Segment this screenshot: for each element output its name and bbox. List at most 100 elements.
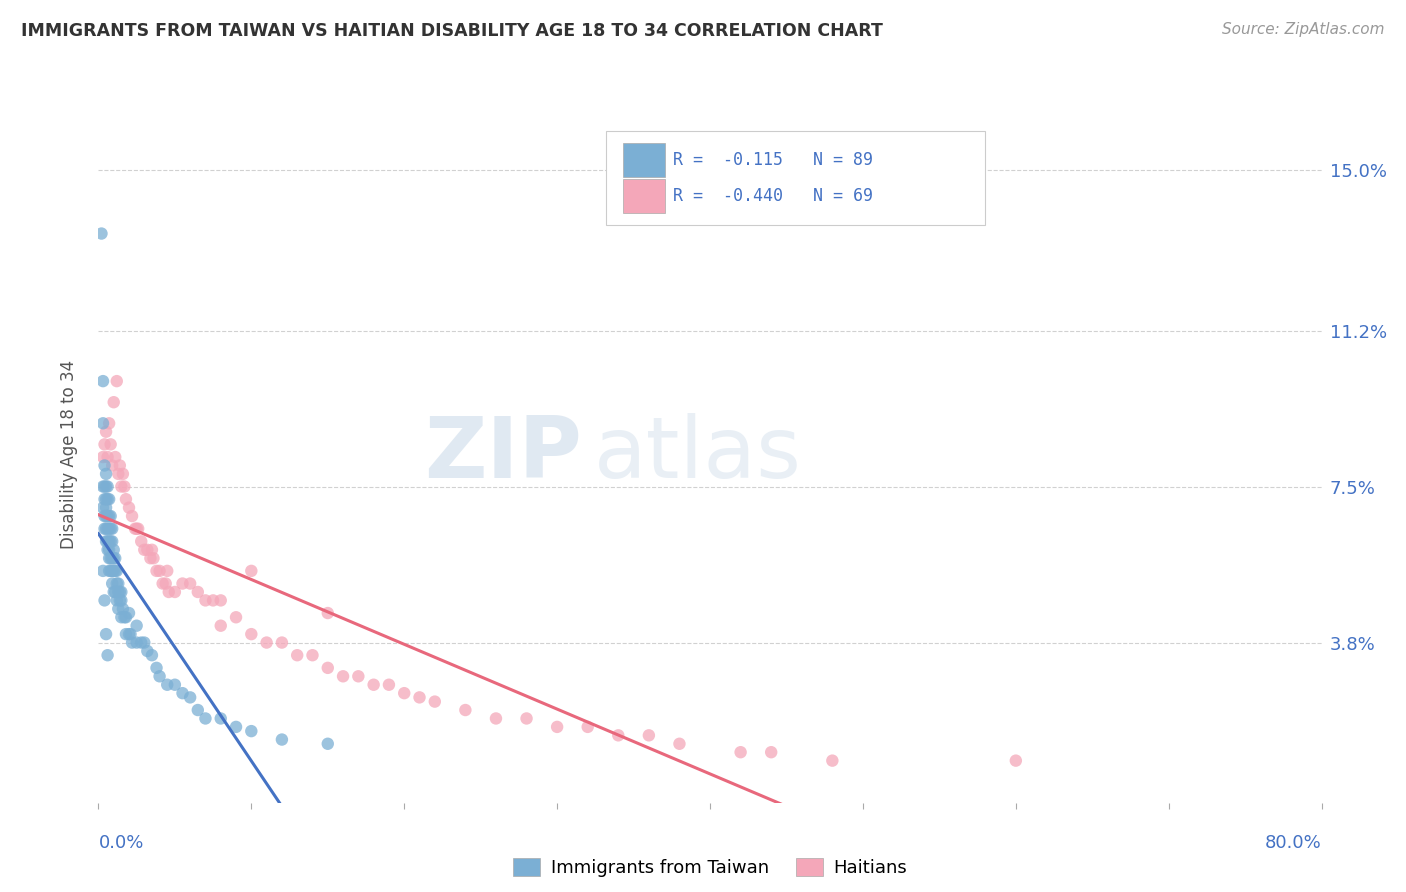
Point (107, 467, 129, 481)
Point (98, 509, 121, 524)
Point (107, 585, 129, 599)
Point (730, 745, 752, 759)
Point (172, 686, 194, 700)
Point (454, 703, 477, 717)
Text: 80.0%: 80.0% (1265, 834, 1322, 852)
Point (101, 576, 124, 591)
Point (141, 648, 163, 663)
Point (97, 479, 120, 493)
Point (209, 711, 232, 725)
Point (94, 534, 117, 549)
Point (546, 720, 568, 734)
Point (98, 534, 121, 549)
Point (91, 500, 114, 515)
Point (91, 479, 114, 493)
Point (98, 542, 121, 557)
Point (103, 585, 125, 599)
Point (134, 542, 156, 557)
Point (225, 610, 247, 624)
Point (97, 534, 120, 549)
Point (97, 509, 120, 524)
FancyBboxPatch shape (606, 131, 986, 226)
Point (209, 618, 232, 632)
Text: 0.0%: 0.0% (98, 834, 143, 852)
Point (103, 551, 125, 566)
Point (93, 593, 115, 607)
Point (194, 711, 217, 725)
Point (94, 500, 117, 515)
Point (104, 551, 127, 566)
Point (105, 593, 128, 607)
Point (94, 467, 117, 481)
Point (105, 374, 128, 388)
Y-axis label: Disability Age 18 to 34: Disability Age 18 to 34 (59, 360, 77, 549)
Point (108, 458, 131, 473)
Point (110, 479, 132, 493)
Point (607, 728, 630, 742)
Point (93, 458, 115, 473)
Point (107, 576, 129, 591)
Point (103, 395, 125, 409)
Point (94, 522, 117, 536)
Point (105, 564, 128, 578)
Text: R =  -0.440   N = 69: R = -0.440 N = 69 (673, 187, 873, 205)
Point (270, 635, 292, 649)
Point (576, 720, 599, 734)
Point (100, 534, 122, 549)
Point (209, 593, 232, 607)
Point (363, 678, 385, 692)
Point (112, 610, 135, 624)
Point (108, 585, 131, 599)
Point (139, 551, 162, 566)
Point (194, 593, 217, 607)
Point (155, 576, 177, 591)
Point (93, 492, 115, 507)
Point (115, 610, 138, 624)
Point (149, 564, 172, 578)
Point (98, 564, 121, 578)
Point (101, 534, 124, 549)
Point (91, 450, 114, 464)
Point (408, 690, 430, 705)
Point (163, 678, 186, 692)
Point (316, 661, 339, 675)
Point (98, 522, 121, 536)
Point (136, 644, 159, 658)
Point (392, 686, 416, 700)
Point (118, 606, 141, 620)
Point (240, 627, 263, 641)
Point (111, 602, 134, 616)
Point (110, 585, 132, 599)
Point (145, 661, 167, 675)
Point (179, 690, 201, 705)
Point (125, 522, 148, 536)
Point (172, 576, 194, 591)
Point (104, 585, 127, 599)
Point (129, 635, 152, 649)
Point (94, 627, 117, 641)
Point (91, 417, 114, 431)
Point (101, 522, 124, 536)
Point (100, 522, 122, 536)
Point (316, 737, 339, 751)
Point (93, 522, 115, 536)
Point (104, 450, 127, 464)
Point (107, 602, 129, 616)
Point (110, 610, 132, 624)
Point (97, 492, 120, 507)
Point (142, 551, 165, 566)
Point (93, 437, 115, 451)
Point (516, 711, 538, 725)
Point (104, 564, 127, 578)
Point (97, 648, 120, 663)
Point (187, 703, 209, 717)
Point (110, 593, 132, 607)
Point (423, 695, 446, 709)
Point (179, 576, 201, 591)
FancyBboxPatch shape (623, 144, 665, 177)
Point (821, 754, 844, 768)
Text: IMMIGRANTS FROM TAIWAN VS HAITIAN DISABILITY AGE 18 TO 34 CORRELATION CHART: IMMIGRANTS FROM TAIWAN VS HAITIAN DISABI… (21, 22, 883, 40)
Point (111, 467, 134, 481)
Point (141, 542, 163, 557)
Point (347, 669, 370, 683)
